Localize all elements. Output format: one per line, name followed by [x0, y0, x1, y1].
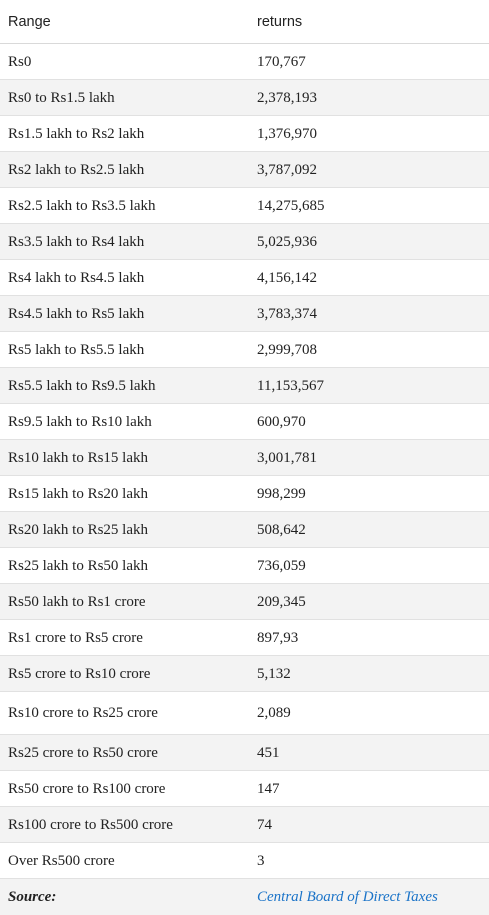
returns-cell: 3,787,092	[249, 152, 489, 188]
table-header-row: Range returns	[0, 0, 489, 44]
range-cell: Rs15 lakh to Rs20 lakh	[0, 476, 249, 512]
returns-cell: 2,999,708	[249, 332, 489, 368]
returns-cell: 5,025,936	[249, 224, 489, 260]
returns-cell: 998,299	[249, 476, 489, 512]
returns-cell: 170,767	[249, 44, 489, 80]
returns-cell: 11,153,567	[249, 368, 489, 404]
range-cell: Rs0	[0, 44, 249, 80]
returns-cell: 14,275,685	[249, 188, 489, 224]
range-cell: Rs20 lakh to Rs25 lakh	[0, 512, 249, 548]
returns-cell: 5,132	[249, 656, 489, 692]
range-cell: Rs25 crore to Rs50 crore	[0, 735, 249, 771]
returns-cell: 736,059	[249, 548, 489, 584]
column-header-returns: returns	[249, 0, 489, 44]
range-cell: Rs10 crore to Rs25 crore	[0, 692, 249, 735]
returns-cell: 3	[249, 843, 489, 879]
returns-cell: 2,378,193	[249, 80, 489, 116]
returns-cell: 508,642	[249, 512, 489, 548]
returns-cell: 147	[249, 771, 489, 807]
returns-cell: 4,156,142	[249, 260, 489, 296]
column-header-range: Range	[0, 0, 249, 44]
source-cell: Central Board of Direct Taxes	[249, 879, 489, 915]
returns-cell: 1,376,970	[249, 116, 489, 152]
range-cell: Rs10 lakh to Rs15 lakh	[0, 440, 249, 476]
range-cell: Rs100 crore to Rs500 crore	[0, 807, 249, 843]
range-cell: Rs2 lakh to Rs2.5 lakh	[0, 152, 249, 188]
returns-cell: 3,001,781	[249, 440, 489, 476]
returns-cell: 897,93	[249, 620, 489, 656]
range-cell: Rs0 to Rs1.5 lakh	[0, 80, 249, 116]
range-cell: Rs4 lakh to Rs4.5 lakh	[0, 260, 249, 296]
returns-cell: 209,345	[249, 584, 489, 620]
range-cell: Rs50 crore to Rs100 crore	[0, 771, 249, 807]
returns-cell: 74	[249, 807, 489, 843]
source-row: Source: Central Board of Direct Taxes	[0, 879, 489, 915]
returns-cell: 451	[249, 735, 489, 771]
returns-cell: 3,783,374	[249, 296, 489, 332]
range-cell: Rs50 lakh to Rs1 crore	[0, 584, 249, 620]
range-cell: Rs25 lakh to Rs50 lakh	[0, 548, 249, 584]
range-cell: Rs2.5 lakh to Rs3.5 lakh	[0, 188, 249, 224]
range-cell: Rs1 crore to Rs5 crore	[0, 620, 249, 656]
source-link[interactable]: Central Board of Direct Taxes	[257, 889, 438, 905]
range-cell: Rs3.5 lakh to Rs4 lakh	[0, 224, 249, 260]
range-cell: Rs4.5 lakh to Rs5 lakh	[0, 296, 249, 332]
source-label: Source:	[0, 879, 249, 915]
range-cell: Rs1.5 lakh to Rs2 lakh	[0, 116, 249, 152]
returns-cell: 2,089	[249, 692, 489, 735]
returns-cell: 600,970	[249, 404, 489, 440]
range-cell: Rs5.5 lakh to Rs9.5 lakh	[0, 368, 249, 404]
range-cell: Rs9.5 lakh to Rs10 lakh	[0, 404, 249, 440]
range-cell: Rs5 lakh to Rs5.5 lakh	[0, 332, 249, 368]
range-cell: Over Rs500 crore	[0, 843, 249, 879]
range-cell: Rs5 crore to Rs10 crore	[0, 656, 249, 692]
